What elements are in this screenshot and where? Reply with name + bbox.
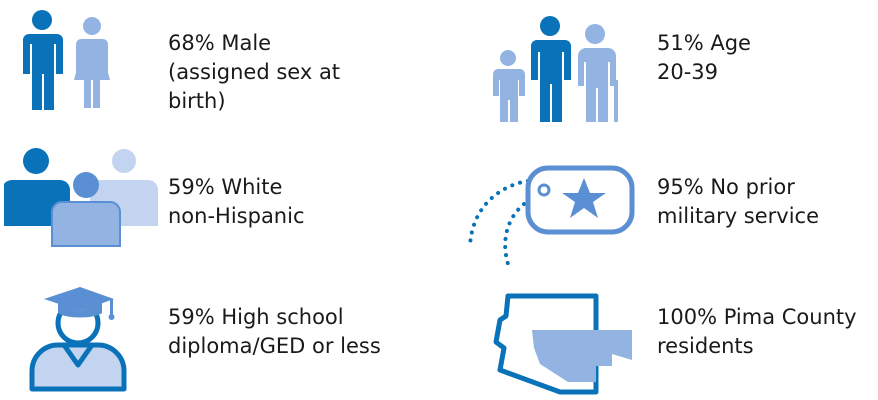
stat-sex-label: 68% Male (assigned sex at birth)	[168, 31, 341, 113]
stat-age-label: 51% Age 20-39	[657, 31, 751, 84]
dog-tag-star-icon	[464, 160, 644, 272]
stat-military-label: 95% No prior military service	[657, 175, 820, 228]
race-group-icon	[4, 148, 164, 248]
graduate-icon	[24, 285, 134, 393]
stat-race-label: 59% White non-Hispanic	[168, 175, 305, 228]
arizona-map-icon	[486, 290, 636, 398]
male-female-icon	[18, 4, 128, 114]
stat-residence-label: 100% Pima County residents	[657, 305, 857, 358]
age-group-icon	[488, 12, 623, 124]
stat-education-label: 59% High school diploma/GED or less	[168, 305, 381, 358]
